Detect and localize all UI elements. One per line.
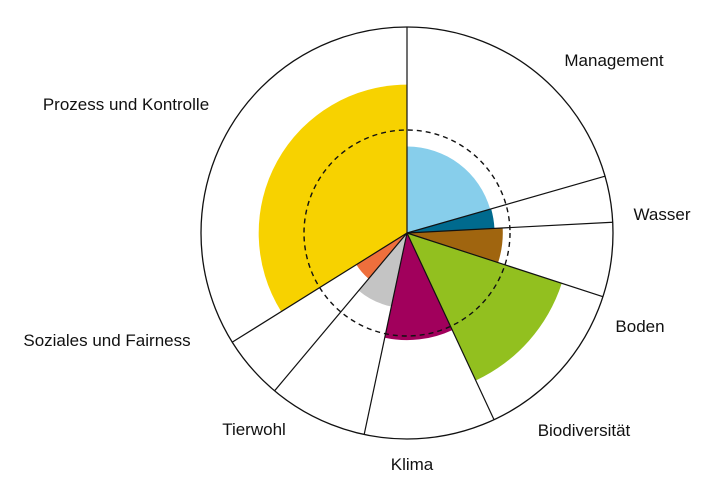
label-wasser: Wasser xyxy=(634,205,691,224)
outer-ring xyxy=(200,26,614,440)
sector-divider xyxy=(274,232,408,392)
wedge-management xyxy=(407,146,491,233)
wedge-soziales-und-fairness xyxy=(356,233,407,279)
wedge-prozess-und-kontrolle xyxy=(258,84,407,312)
label-prozess-und-kontrolle: Prozess und Kontrolle xyxy=(43,95,209,114)
label-soziales-und-fairness: Soziales und Fairness xyxy=(23,331,190,350)
wedge-boden xyxy=(407,227,503,263)
label-tierwohl: Tierwohl xyxy=(222,420,286,439)
sector-divider xyxy=(406,232,604,298)
sector-divider xyxy=(406,175,606,234)
label-biodiversitaet: Biodiversität xyxy=(538,421,631,440)
reference-dashed-circle xyxy=(303,129,511,337)
wedge-biodiversit-t xyxy=(407,233,562,381)
label-boden: Boden xyxy=(615,317,664,336)
sector-divider xyxy=(406,232,495,420)
label-management: Management xyxy=(564,51,664,70)
label-klima: Klima xyxy=(391,455,434,474)
